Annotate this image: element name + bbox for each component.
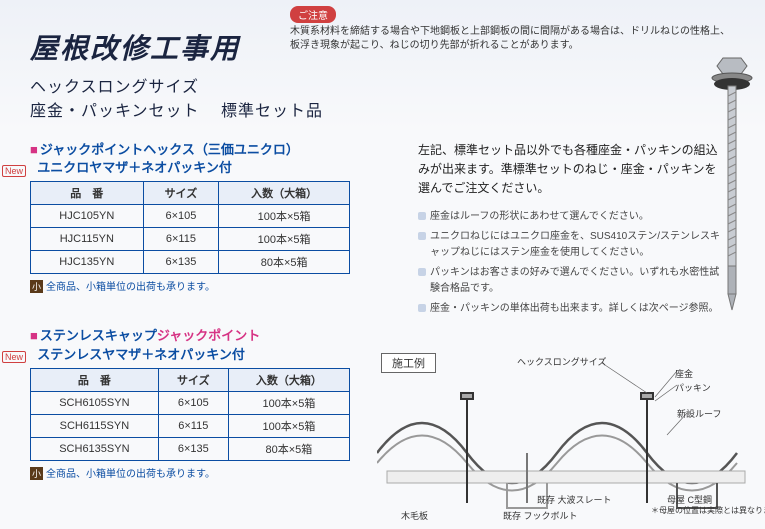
label-oldslate: 既存 大波スレート [537, 493, 612, 506]
t1-h2: ユニクロヤマザ＋ネオパッキン付 [37, 160, 232, 175]
t1-h1: ジャックポイントヘックス（三価ユニクロ） [40, 142, 299, 157]
bullet-icon [418, 212, 426, 220]
sub-title-1: ヘックスロングサイズ [30, 73, 753, 97]
bullet-item: 座金・パッキンの単体出荷も出来ます。詳しくは次ページ参照。 [418, 301, 728, 317]
label-hookbolt: 既存 フックボルト [503, 509, 578, 522]
label-washer: 座金 [675, 367, 693, 380]
square-icon: ■ [30, 328, 38, 343]
label-newroof: 新設ルーフ [677, 407, 721, 420]
spec-table-2: 品 番 サイズ 入数（大箱） SCH6105SYN6×105100本×5箱 SC… [30, 368, 350, 461]
table2-block: ■ステンレスキャップジャックポイント ステンレスヤマザ＋ネオパッキン付 New … [30, 327, 400, 479]
bullet-icon [418, 232, 426, 240]
t2-h2: ステンレスヤマザ＋ネオパッキン付 [37, 347, 245, 362]
square-icon: ■ [30, 142, 38, 157]
bullet-item: パッキンはお客さまの好みで選んでください。いずれも水密性試験合格品です。 [418, 265, 728, 297]
table-row: HJC115YN6×115100本×5箱 [31, 228, 350, 251]
small-box-icon: 小 [30, 467, 43, 480]
th-qty: 入数（大箱） [219, 182, 350, 205]
th-code: 品 番 [31, 182, 144, 205]
bullet-icon [418, 268, 426, 276]
label-hexlong: ヘックスロングサイズ [517, 355, 606, 368]
table1-note: 小全商品、小箱単位の出荷も承ります。 [30, 278, 400, 293]
std-set-label: 標準セット品 [221, 103, 323, 120]
bullet-item: 座金はルーフの形状にあわせて選んでください。 [418, 209, 728, 225]
label-packing: パッキン [675, 381, 711, 394]
t2-h1a: ステンレスキャップ [40, 328, 157, 343]
header-area: ご注意 木質系材料を締結する場合や下地鋼板と上部鋼板の間に間隔がある場合は、ドリ… [0, 0, 765, 131]
content-area: ■ジャックポイントヘックス（三価ユニクロ） ユニクロヤマザ＋ネオパッキン付 Ne… [0, 131, 765, 141]
notice-badge: ご注意 [290, 6, 336, 23]
notice-line1: 木質系材料を締結する場合や下地鋼板と上部鋼板の間に間隔がある場合は、ドリルねじの… [290, 26, 730, 37]
left-column: ■ジャックポイントヘックス（三価ユニクロ） ユニクロヤマザ＋ネオパッキン付 Ne… [30, 141, 400, 484]
construction-diagram: 施工例 ヘックスロングサイズ 座金 パッキン 新設ルーフ 木毛板 既存 大波スレ… [377, 353, 755, 523]
t2-note-text: 全商品、小箱単位の出荷も承ります。 [46, 469, 215, 480]
sub-title-2: 座金・パッキンセット 標準セット品 [30, 97, 753, 121]
bullet-list: 座金はルーフの形状にあわせて選んでください。 ユニクロねじにはユニクロ座金を、S… [418, 209, 728, 317]
table-row: HJC135YN6×13580本×5箱 [31, 251, 350, 274]
right-column: 左記、標準セット品以外でも各種座金・パッキンの組込みが出来ます。準標準セットのね… [418, 141, 728, 321]
bullet-icon [418, 304, 426, 312]
new-badge-1: New [2, 165, 26, 177]
th-size: サイズ [143, 182, 219, 205]
bullet-item: ユニクロねじにはユニクロ座金を、SUS410ステン/ステンレスキャップねじにはス… [418, 229, 728, 261]
t2-h1b: ジャックポイント [157, 328, 260, 343]
screw-illustration [709, 56, 755, 314]
th-code: 品 番 [31, 368, 159, 391]
sub-title-2a: 座金・パッキンセット [30, 103, 200, 120]
new-badge-2: New [2, 351, 26, 363]
th-qty: 入数（大箱） [228, 368, 349, 391]
spec-table-1: 品 番 サイズ 入数（大箱） HJC105YN6×105100本×5箱 HJC1… [30, 181, 350, 274]
table2-heading: ■ステンレスキャップジャックポイント ステンレスヤマザ＋ネオパッキン付 [30, 327, 400, 363]
table2-note: 小全商品、小箱単位の出荷も承ります。 [30, 465, 400, 480]
th-size: サイズ [158, 368, 228, 391]
small-box-icon: 小 [30, 280, 43, 293]
t1-note-text: 全商品、小箱単位の出荷も承ります。 [46, 282, 215, 293]
table-row: SCH6135SYN6×13580本×5箱 [31, 437, 350, 460]
table-row: SCH6105SYN6×105100本×5箱 [31, 391, 350, 414]
table-header-row: 品 番 サイズ 入数（大箱） [31, 182, 350, 205]
table-header-row: 品 番 サイズ 入数（大箱） [31, 368, 350, 391]
table-row: SCH6115SYN6×115100本×5箱 [31, 414, 350, 437]
diagram-title: 施工例 [381, 353, 436, 373]
table1-block: ■ジャックポイントヘックス（三価ユニクロ） ユニクロヤマザ＋ネオパッキン付 Ne… [30, 141, 400, 293]
label-note: ＊母屋の位置は実際とは異なります [651, 505, 765, 516]
table-row: HJC105YN6×105100本×5箱 [31, 205, 350, 228]
table1-heading: ■ジャックポイントヘックス（三価ユニクロ） ユニクロヤマザ＋ネオパッキン付 [30, 141, 400, 177]
notice-line2: 板浮き現象が起こり、ねじの切り先部が折れることがあります。 [290, 40, 579, 51]
label-woodboard: 木毛板 [401, 509, 428, 522]
intro-text: 左記、標準セット品以外でも各種座金・パッキンの組込みが出来ます。準標準セットのね… [418, 141, 728, 199]
